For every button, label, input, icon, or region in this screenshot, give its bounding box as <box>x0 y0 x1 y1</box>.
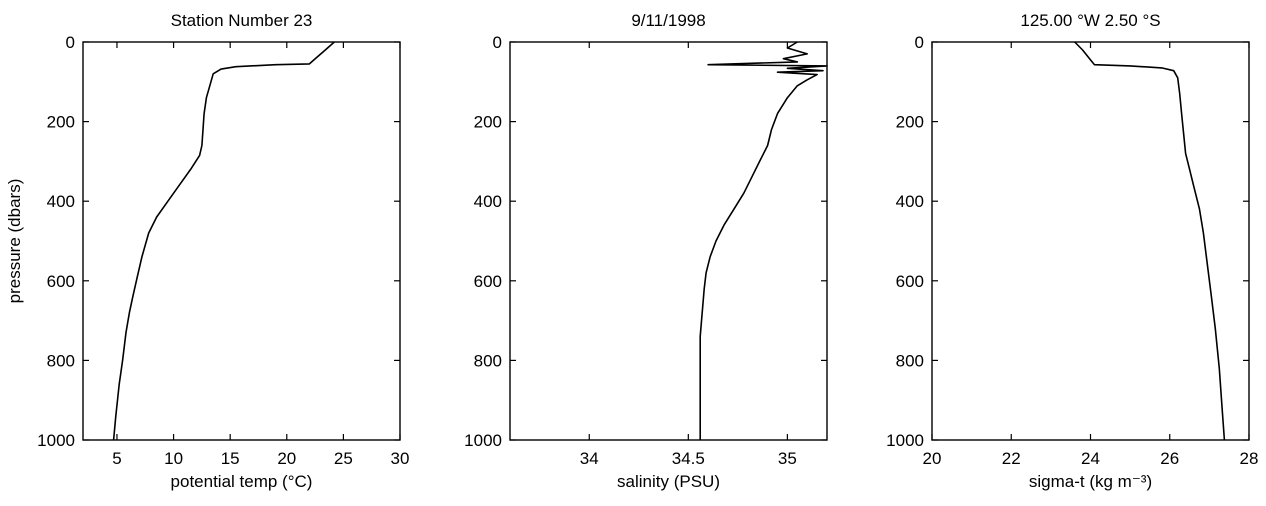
series-line-1 <box>699 41 828 440</box>
chart-panel-3: 125.00 °W 2.50 °S 20 22 24 26 28 0 200 400 600 800… <box>886 11 1258 491</box>
y-tick-label: 1000 <box>886 431 924 450</box>
x-tick-label: 26 <box>1160 449 1179 468</box>
plot-frame <box>509 41 828 441</box>
x-axis-title: sigma-t (kg m⁻³) <box>1029 472 1152 491</box>
x-axis-title: potential temp (°C) <box>171 472 313 491</box>
x-tick-label: 5 <box>112 449 121 468</box>
y-tick-label: 1000 <box>464 431 502 450</box>
series-line-1 <box>112 41 335 441</box>
y-tick-label: 600 <box>474 272 502 291</box>
chart-panel-1: Station Number 23 5 10 15 20 25 30 0 200 400 600 80… <box>5 11 409 491</box>
y-tick-label: 400 <box>47 192 75 211</box>
y-tick-label: 200 <box>474 113 502 132</box>
y-axis-title: pressure (dbars) <box>5 179 24 304</box>
y-tick-label: 400 <box>474 192 502 211</box>
y-tick-label: 800 <box>47 351 75 370</box>
plot-frame <box>931 41 1250 441</box>
series-line-1 <box>1074 41 1226 441</box>
plot-frame <box>82 41 401 441</box>
y-tick-label: 800 <box>474 351 502 370</box>
x-tick-label: 24 <box>1081 449 1100 468</box>
x-tick-label: 34 <box>580 449 599 468</box>
x-tick-label: 22 <box>1002 449 1021 468</box>
x-tick-label: 20 <box>923 449 942 468</box>
x-tick-label: 35 <box>778 449 797 468</box>
chart-title: 125.00 °W 2.50 °S <box>1020 11 1160 30</box>
y-tick-label: 0 <box>66 33 75 52</box>
y-tick-label: 0 <box>915 33 924 52</box>
y-tick-label: 200 <box>47 113 75 132</box>
x-tick-label: 34.5 <box>672 449 705 468</box>
chart-title: 9/11/1998 <box>631 11 705 30</box>
x-tick-label: 20 <box>277 449 296 468</box>
x-tick-label: 25 <box>334 449 353 468</box>
x-tick-label: 10 <box>164 449 183 468</box>
y-tick-label: 600 <box>47 272 75 291</box>
y-tick-label: 0 <box>493 33 502 52</box>
y-tick-label: 600 <box>896 272 924 291</box>
y-tick-label: 400 <box>896 192 924 211</box>
x-axis-title: salinity (PSU) <box>617 472 720 491</box>
y-tick-label: 1000 <box>37 431 75 450</box>
chart-title: Station Number 23 <box>171 11 313 30</box>
y-tick-label: 200 <box>896 113 924 132</box>
x-tick-label: 15 <box>221 449 240 468</box>
x-tick-label: 30 <box>391 449 410 468</box>
x-tick-label: 28 <box>1240 449 1259 468</box>
chart-panel-2: 9/11/1998 34 34.5 35 0 200 400 600 800 1000 salini… <box>464 11 828 491</box>
y-tick-label: 800 <box>896 351 924 370</box>
